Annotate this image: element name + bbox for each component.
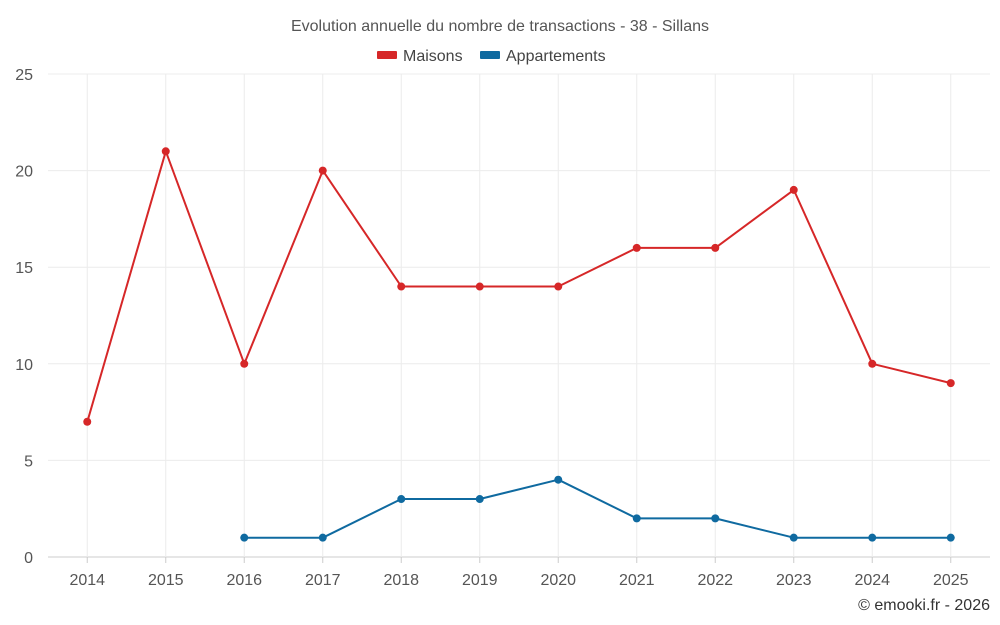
series-group	[83, 147, 955, 542]
x-tick-label: 2024	[854, 572, 890, 589]
x-tick-label: 2016	[226, 572, 262, 589]
data-point-appartements[interactable]	[789, 533, 798, 542]
grid	[48, 73, 990, 558]
x-tick-label: 2021	[619, 572, 655, 589]
series-line-maisons	[86, 150, 952, 423]
data-point-appartements[interactable]	[475, 495, 484, 504]
data-point-maisons[interactable]	[240, 359, 249, 368]
series-line-appartements	[244, 478, 951, 539]
data-point-appartements[interactable]	[868, 533, 877, 542]
x-tick-label: 2022	[697, 572, 733, 589]
data-point-maisons[interactable]	[789, 185, 798, 194]
x-tick-label: 2025	[933, 572, 969, 589]
x-axis: 2014 2015 2016 2017 2018 2019 2020 2021 2022 2023…	[69, 557, 969, 589]
y-tick-label: 20	[15, 164, 33, 181]
legend-label-appartements[interactable]: Appartements	[506, 48, 606, 65]
x-tick-label: 2015	[148, 572, 184, 589]
data-point-appartements[interactable]	[946, 533, 955, 542]
data-point-maisons[interactable]	[946, 379, 955, 388]
data-point-maisons[interactable]	[83, 417, 92, 426]
y-tick-label: 15	[15, 260, 33, 277]
legend-label-maisons[interactable]: Maisons	[403, 48, 463, 65]
data-point-maisons[interactable]	[632, 243, 641, 252]
data-point-maisons[interactable]	[397, 282, 406, 291]
data-point-maisons[interactable]	[868, 359, 877, 368]
data-point-maisons[interactable]	[318, 166, 327, 175]
data-point-maisons[interactable]	[475, 282, 484, 291]
y-tick-label: 25	[15, 67, 33, 84]
y-tick-label: 10	[15, 357, 33, 374]
chart-title: Evolution annuelle du nombre de transact…	[291, 18, 709, 35]
x-tick-label: 2018	[383, 572, 419, 589]
y-tick-label: 0	[24, 550, 33, 567]
x-tick-label: 2023	[776, 572, 812, 589]
data-point-appartements[interactable]	[397, 495, 406, 504]
legend-swatch-appartements	[480, 51, 500, 59]
data-point-appartements[interactable]	[632, 514, 641, 523]
data-point-appartements[interactable]	[711, 514, 720, 523]
data-point-maisons[interactable]	[711, 243, 720, 252]
y-tick-label: 5	[24, 453, 33, 470]
y-axis: 0 5 10 15 20 25	[15, 67, 33, 567]
legend-swatch-maisons	[377, 51, 397, 59]
credit-text: © emooki.fr - 2026	[858, 597, 990, 614]
legend: Maisons Appartements	[377, 48, 606, 65]
x-tick-label: 2019	[462, 572, 498, 589]
data-point-appartements[interactable]	[240, 533, 249, 542]
data-point-maisons[interactable]	[554, 282, 563, 291]
x-tick-label: 2017	[305, 572, 341, 589]
data-point-appartements[interactable]	[318, 533, 327, 542]
x-tick-label: 2020	[540, 572, 576, 589]
data-point-appartements[interactable]	[554, 475, 563, 484]
data-point-maisons[interactable]	[161, 147, 170, 156]
x-tick-label: 2014	[69, 572, 105, 589]
